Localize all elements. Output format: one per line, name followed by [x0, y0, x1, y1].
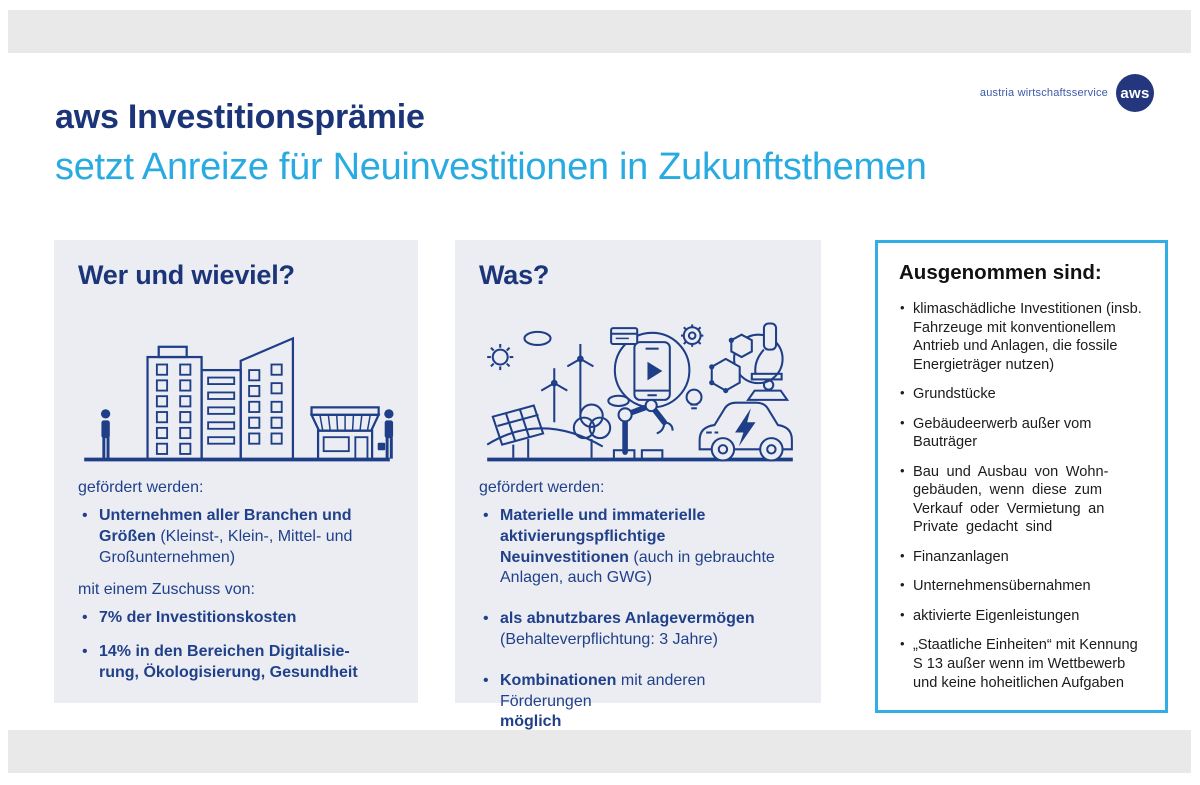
panel-what: Was?	[455, 240, 821, 730]
list-item: „Staatliche Einheiten“ mit Kennung S 13 …	[898, 636, 1151, 692]
bullet-text: Energieträger nutzen)	[913, 356, 1055, 373]
bullet-text: „Staatliche Einheiten“ mit Kennung	[913, 637, 1138, 654]
research-icon	[709, 322, 790, 401]
bullet-text-bold: aktivierungspflichtige	[500, 527, 666, 545]
who-intro-1: gefördert werden:	[78, 479, 204, 496]
list-item: Unternehmensübernahmen	[898, 577, 1151, 596]
bullet-text-bold: 7% der Investitionskosten	[99, 609, 297, 627]
bullet-text: klimaschädliche Investitionen (insb.	[913, 301, 1142, 317]
aws-logo-badge: aws	[1116, 74, 1154, 112]
bullet-text: Verkauf oder Vermietung an	[913, 500, 1105, 517]
what-intro: gefördert werden:	[479, 479, 605, 496]
list-item: Bau und Ausbau von Wohn- gebäuden, wenn …	[898, 463, 1151, 537]
person-icon	[100, 409, 111, 459]
list-item: klimaschädliche Investitionen (insb. Fah…	[898, 300, 1151, 374]
buildings-illustration	[84, 336, 394, 462]
bullet-text: Bauträger	[913, 434, 978, 451]
what-list: Materielle und immaterielle aktivierungs…	[479, 506, 797, 733]
aws-logo: austria wirtschaftsservice aws	[980, 74, 1154, 112]
list-item: Grundstücke	[898, 385, 1151, 404]
list-item: Materielle und immaterielle aktivierungs…	[479, 506, 797, 589]
list-item: Unternehmen aller Branchen und Größen (K…	[78, 506, 394, 568]
bottom-gray-band	[8, 730, 1191, 773]
bullet-text: gebäuden, wenn diese zum	[913, 482, 1102, 499]
bullet-text-bold: rung, Ökologisierung, Gesundheit	[99, 663, 358, 681]
bullet-text-bold: Größen	[99, 527, 156, 545]
top-gray-band	[8, 10, 1191, 53]
panel-who-heading: Wer und wieviel?	[78, 260, 295, 290]
bullet-text: Großunternehmen)	[99, 548, 236, 566]
person-briefcase-icon	[377, 409, 394, 459]
electric-car-icon	[698, 401, 793, 462]
panel-what-heading: Was?	[479, 260, 550, 290]
list-item: aktivierte Eigenleistungen	[898, 607, 1151, 626]
bullet-text: Anlagen, auch GWG)	[500, 569, 653, 587]
bullet-text: Grundstücke	[913, 386, 996, 403]
list-item: Finanzanlagen	[898, 548, 1151, 567]
bullet-text-bold: Materielle und immaterielle	[500, 507, 706, 524]
excluded-list: klimaschädliche Investitionen (insb. Fah…	[898, 300, 1151, 692]
bullet-text-bold: Neuinvestitionen	[500, 548, 629, 566]
bullet-text-bold: Kombinationen	[500, 671, 617, 689]
ecology-icon	[486, 330, 612, 458]
future-topics-illustration	[486, 322, 793, 462]
list-item: als abnutzbares Anlagevermögen (Behaltev…	[479, 609, 797, 651]
bullet-text: und keine hoheitlichen Aufgaben	[913, 674, 1124, 691]
bullet-text-bold: 14% in den Bereichen Digitalisie-	[99, 643, 350, 661]
who-list-1: Unternehmen aller Branchen und Größen (K…	[78, 506, 394, 568]
bullet-text: (Behalteverpflichtung: 3 Jahre)	[500, 630, 718, 648]
robot-arm-icon	[612, 398, 674, 461]
digitalisation-icon	[607, 324, 704, 410]
panel-excluded-heading: Ausgenommen sind:	[899, 261, 1102, 284]
bullet-text: S 13 außer wenn im Wettbewerb	[913, 655, 1126, 672]
bullet-text: Bau und Ausbau von Wohn-	[913, 463, 1109, 480]
bullet-text: Gebäudeerwerb außer vom	[913, 415, 1092, 432]
page-title: aws Investitionsprämie	[55, 98, 425, 136]
bullet-text: (auch in gebrauchte	[633, 548, 775, 566]
panel-excluded: Ausgenommen sind: klimaschädliche Invest…	[875, 240, 1168, 713]
bullet-text: Private gedacht sind	[913, 519, 1053, 536]
bullet-text: (Kleinst-, Klein-, Mittel- und	[160, 527, 353, 545]
bullet-text: Finanzanlagen	[913, 548, 1009, 565]
list-item: Gebäudeerwerb außer vom Bauträger	[898, 415, 1151, 452]
list-item: 14% in den Bereichen Digitalisie- rung, …	[78, 642, 394, 684]
bullet-text: Fahrzeuge mit konventionellem	[913, 319, 1116, 336]
bullet-text: mit anderen Förderungen	[500, 671, 706, 710]
bullet-text-bold: möglich	[500, 713, 562, 731]
page-subtitle: setzt Anreize für Neuinvestitionen in Zu…	[55, 146, 927, 188]
bullet-text: aktivierte Eigenleistungen	[913, 607, 1080, 624]
bullet-text-bold: als abnutzbares Anlagevermögen	[500, 610, 755, 628]
list-item: 7% der Investitionskosten	[78, 608, 394, 629]
bullet-text: Antrieb und Anlagen, die fossile	[913, 338, 1118, 355]
list-item: Kombinationen mit anderen Förderungen mö…	[479, 671, 797, 733]
logo-wordmark: austria wirtschaftsservice	[979, 87, 1108, 99]
panel-who: Wer und wieviel?	[54, 240, 418, 703]
bullet-text-bold: Unternehmen aller Branchen und	[99, 507, 352, 524]
who-list-2: 7% der Investitionskosten 14% in den Ber…	[78, 608, 394, 683]
who-intro-2: mit einem Zuschuss von:	[78, 581, 255, 599]
bullet-text: Unternehmensübernahmen	[913, 578, 1091, 595]
